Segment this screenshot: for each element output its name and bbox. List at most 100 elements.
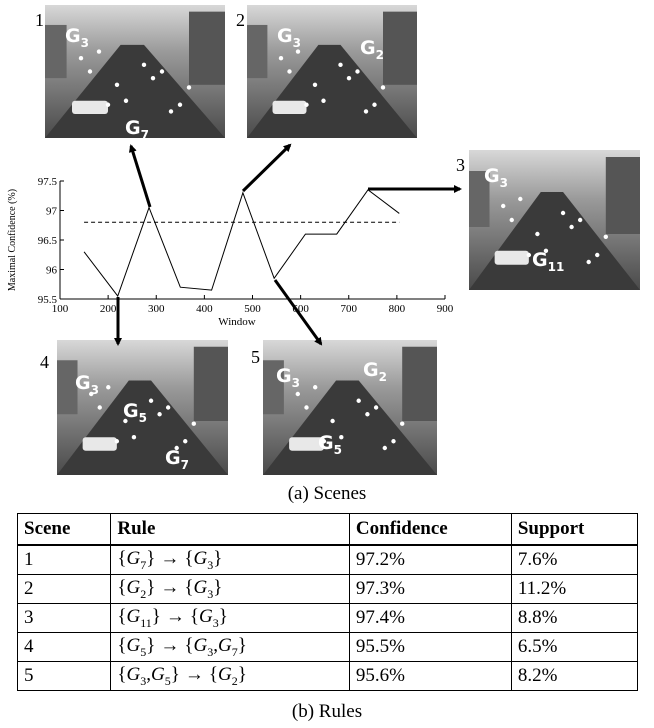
building xyxy=(383,12,417,85)
group-subscript: 3 xyxy=(91,383,99,397)
tracked-point xyxy=(304,103,308,107)
brace: } xyxy=(213,577,222,598)
table-row: 5{G3,G5}→{G2}95.6%8.2% xyxy=(18,662,638,691)
scene: 4G3G5G7 xyxy=(40,340,228,475)
group-symbol: G xyxy=(193,577,207,598)
tracked-point xyxy=(97,49,101,53)
x-tick-label: 800 xyxy=(389,303,406,315)
tracked-point xyxy=(304,405,308,409)
tracked-point xyxy=(192,422,196,426)
y-tick-label: 96 xyxy=(46,265,58,277)
page: 1G3G72G3G23G3G114G3G5G75G3G2G5 Window Ma… xyxy=(0,0,654,728)
tracked-point xyxy=(132,435,136,439)
tracked-point xyxy=(321,99,325,103)
tracked-point xyxy=(183,439,187,443)
group-symbol: G xyxy=(127,577,141,598)
group-subscript: 3 xyxy=(500,176,508,190)
tracked-point xyxy=(518,197,522,201)
tracked-point xyxy=(160,69,164,73)
tracked-point xyxy=(106,103,110,107)
support-cell: 8.2% xyxy=(511,662,637,691)
tracked-point xyxy=(510,218,514,222)
scene-cell: 4 xyxy=(18,633,111,662)
confidence-cell: 97.2% xyxy=(349,545,511,575)
rules-table: SceneRuleConfidenceSupport1{G7}→{G3}97.2… xyxy=(17,513,638,691)
tracked-point xyxy=(313,83,317,87)
caption: (a) Scenes xyxy=(0,483,654,505)
tracked-point xyxy=(355,69,359,73)
brace: } xyxy=(146,548,155,569)
group-subscript: 3 xyxy=(293,36,301,50)
group-subscript: 3 xyxy=(81,36,89,50)
scene-cell: 5 xyxy=(18,662,111,691)
group-subscript: 5 xyxy=(139,411,147,425)
rule-cell: {G3,G5}→{G2} xyxy=(111,662,350,691)
table-row: 4{G5}→{G3,G7}95.5%6.5% xyxy=(18,633,638,662)
group-letter: G xyxy=(75,372,91,394)
tracked-point xyxy=(88,69,92,73)
header-cell: Confidence xyxy=(349,514,511,546)
tracked-point xyxy=(374,405,378,409)
support-cell: 7.6% xyxy=(511,545,637,575)
group-subscript: 2 xyxy=(376,48,384,62)
vehicle xyxy=(83,437,117,451)
tracked-point xyxy=(166,405,170,409)
tracked-point xyxy=(330,419,334,423)
brace: { xyxy=(117,606,126,627)
scene-cell: 3 xyxy=(18,604,111,633)
x-tick-label: 900 xyxy=(437,303,454,315)
tracked-point xyxy=(149,399,153,403)
group-subscript: 3 xyxy=(292,376,300,390)
table-row: 2{G2}→{G3}97.3%11.2% xyxy=(18,575,638,604)
group-subscript: 7 xyxy=(141,128,149,142)
building xyxy=(45,25,67,78)
building xyxy=(247,25,267,78)
tracked-point xyxy=(400,422,404,426)
tracked-point xyxy=(595,253,599,257)
scene-number: 4 xyxy=(40,352,49,372)
tracked-point xyxy=(187,85,191,89)
tracked-point xyxy=(115,83,119,87)
brace: { xyxy=(117,548,126,569)
tracked-point xyxy=(587,260,591,264)
tracked-point xyxy=(115,439,119,443)
tracked-point xyxy=(383,446,387,450)
confidence-cell: 97.3% xyxy=(349,575,511,604)
group-letter: G xyxy=(318,432,334,454)
group-symbol: G xyxy=(127,606,141,627)
building xyxy=(606,157,640,234)
group-subscript: 7 xyxy=(181,458,189,472)
brace: } xyxy=(238,664,247,685)
arrow xyxy=(131,146,150,207)
arrow xyxy=(243,145,290,191)
tracked-point xyxy=(338,63,342,67)
vehicle xyxy=(495,251,529,265)
tracked-point xyxy=(124,99,128,103)
chart: Window Maximal Confidence (%) 95.59696.5… xyxy=(7,176,454,328)
arrows xyxy=(118,145,460,344)
group-symbol: G xyxy=(218,664,232,685)
group-symbol: G xyxy=(193,548,207,569)
tracked-point xyxy=(279,56,283,60)
arrow: → xyxy=(160,548,179,569)
tracked-point xyxy=(347,76,351,80)
group-letter: G xyxy=(363,359,379,381)
tracked-point xyxy=(151,76,155,80)
header-cell: Scene xyxy=(18,514,111,546)
tracked-point xyxy=(604,235,608,239)
tracked-point xyxy=(296,49,300,53)
group-letter: G xyxy=(484,165,500,187)
tracked-point xyxy=(357,399,361,403)
scene-cell: 1 xyxy=(18,545,111,575)
tracked-point xyxy=(79,56,83,60)
building xyxy=(189,12,225,85)
scene: 2G3G2 xyxy=(236,5,417,138)
brace: { xyxy=(117,635,126,656)
group-letter: G xyxy=(123,400,139,422)
group-letter: G xyxy=(277,25,293,47)
brace: } xyxy=(152,606,161,627)
arrow: → xyxy=(160,635,179,656)
table-row: 1{G7}→{G3}97.2%7.6% xyxy=(18,545,638,575)
